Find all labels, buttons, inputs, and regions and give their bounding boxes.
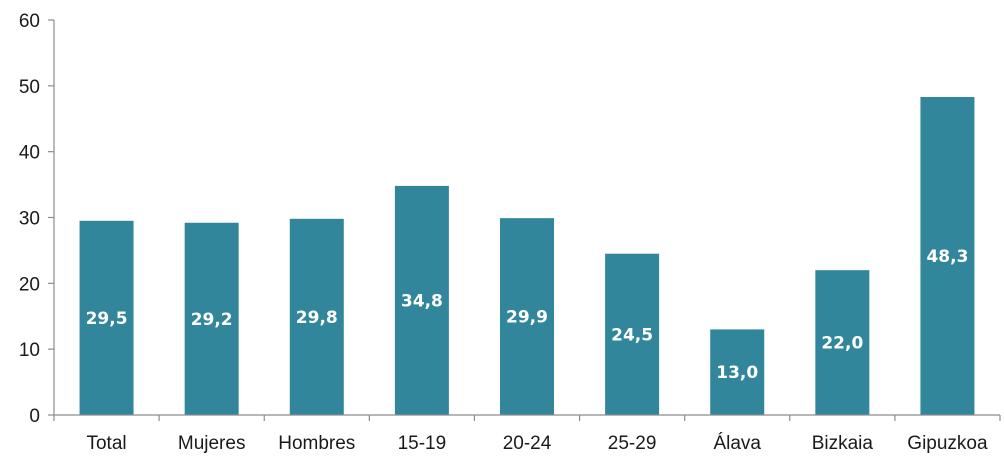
y-tick-label: 0 (29, 406, 40, 427)
bar-bizkaia (815, 270, 870, 415)
x-tick-label: Bizkaia (812, 433, 874, 454)
data-label: 34,8 (401, 291, 443, 311)
y-tick-label: 30 (19, 209, 40, 230)
x-tick-label: Mujeres (178, 433, 246, 454)
data-label: 29,8 (296, 308, 338, 328)
x-axis: Total Mujeres Hombres 15-19 20-24 25-29 Álava B… (53, 414, 1001, 454)
y-axis: 0 10 20 30 40 50 60 (19, 11, 55, 427)
bar-20-24 (500, 218, 554, 415)
x-tick-label: Álava (713, 433, 761, 454)
data-label: 29,5 (86, 309, 128, 329)
x-tick-label: Hombres (278, 433, 355, 454)
bar-hombres (289, 218, 344, 415)
bar-15-19 (394, 185, 449, 415)
x-tick-label: Total (86, 433, 126, 454)
bar-total (79, 220, 134, 415)
y-tick-label: 20 (19, 274, 40, 295)
data-label: 24,5 (611, 325, 653, 345)
y-tick-label: 50 (19, 77, 40, 98)
data-label: 48,3 (926, 247, 968, 267)
y-tick-label: 60 (19, 11, 40, 32)
x-tick-label: 15-19 (398, 433, 447, 454)
data-label: 22,0 (821, 334, 863, 354)
x-tick-label: 20-24 (503, 433, 552, 454)
data-label: 29,9 (506, 308, 548, 328)
y-tick-label: 10 (19, 340, 40, 361)
bar-gipuzkoa (920, 97, 975, 416)
bar-mujeres (184, 222, 239, 415)
data-label: 13,0 (716, 363, 758, 383)
bar-25-29 (605, 253, 660, 415)
x-tick-label: 25-29 (608, 433, 657, 454)
data-label: 29,2 (191, 310, 233, 330)
bar-álava (710, 329, 765, 415)
x-tick-label: Gipuzkoa (907, 433, 988, 454)
y-tick-label: 40 (19, 143, 40, 164)
bars: 29,5 29,2 29,8 34,8 29,9 24,5 13,0 22,0 48,3 (79, 97, 975, 416)
